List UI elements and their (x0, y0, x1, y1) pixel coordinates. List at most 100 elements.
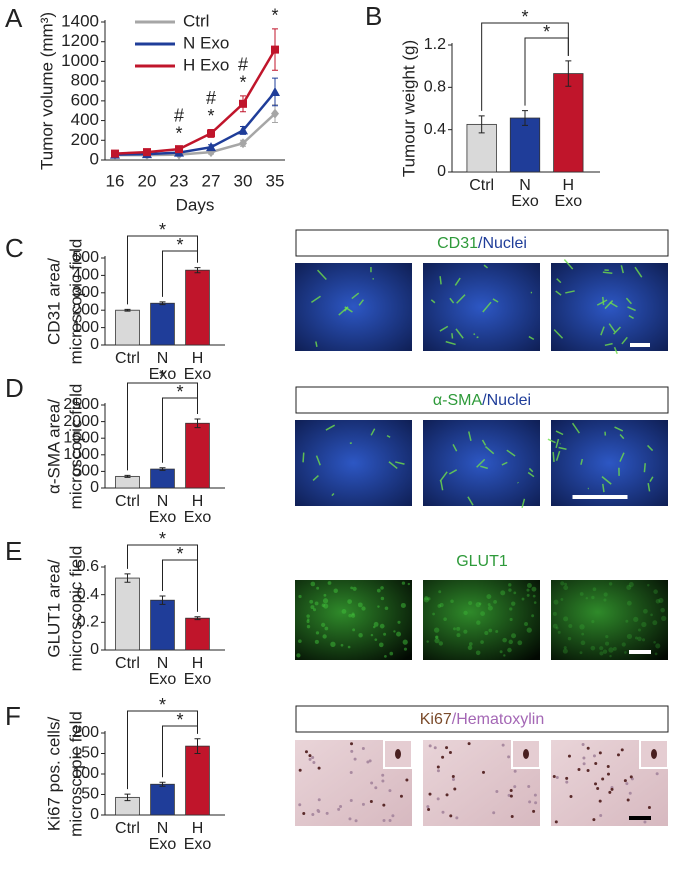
cell (620, 748, 624, 752)
signal (389, 651, 394, 656)
signal (347, 599, 352, 604)
x-tick-label: 23 (170, 171, 189, 190)
vessel (476, 336, 479, 339)
cell (317, 766, 321, 770)
vessel (468, 431, 472, 442)
significance-label: * (176, 710, 183, 730)
vessel (647, 482, 651, 492)
cell (509, 788, 513, 792)
cell (381, 779, 385, 783)
y-tick-label: 1.2 (424, 36, 446, 53)
micrograph-title-part: /Hematoxylin (452, 711, 544, 728)
signal (653, 589, 658, 594)
signal (443, 617, 447, 621)
vessel (552, 451, 555, 463)
x-tick-label: 20 (138, 171, 157, 190)
signal (508, 583, 512, 587)
bar (509, 117, 541, 173)
y-tick-label: 150 (72, 745, 99, 762)
cell (567, 754, 571, 758)
signal (306, 614, 310, 618)
signal (403, 647, 408, 651)
vessel (619, 452, 625, 462)
signal (564, 582, 568, 586)
vessel (628, 314, 634, 320)
micrograph (423, 580, 540, 660)
y-axis-label: Tumour weight (g) (399, 40, 418, 177)
cell (586, 746, 590, 750)
y-tick-label: 500 (72, 249, 99, 266)
vessel (580, 458, 584, 465)
x-tick-label: 27 (202, 171, 221, 190)
marker (239, 99, 247, 108)
y-axis-label: microscopic field (66, 546, 85, 672)
vessel (456, 294, 466, 304)
cell (625, 782, 629, 786)
cell (426, 805, 430, 809)
cell (626, 798, 630, 802)
signal (480, 640, 484, 644)
signal (511, 601, 516, 606)
significance-bracket (162, 397, 198, 463)
cell (349, 798, 353, 802)
signal (508, 588, 512, 592)
vessel (481, 439, 487, 446)
cell (370, 781, 374, 785)
signal (310, 605, 315, 610)
cell (492, 811, 496, 815)
vessel (555, 438, 560, 448)
micrograph (551, 263, 668, 351)
signal (476, 620, 481, 625)
signal (315, 631, 320, 635)
signal (435, 635, 439, 639)
y-tick-label: 0 (90, 149, 99, 168)
vessel (602, 483, 605, 493)
cell (308, 754, 312, 758)
cell (433, 746, 437, 750)
x-axis-label: Days (176, 195, 215, 214)
cell (610, 787, 614, 791)
cell (349, 771, 353, 775)
signal (372, 625, 376, 629)
micrograph-title: Ki67/Hematoxylin (420, 711, 545, 728)
signal (508, 639, 513, 645)
signal (296, 653, 301, 658)
nucleus (395, 749, 401, 759)
signal (591, 595, 595, 600)
vessel (388, 461, 398, 470)
marker (238, 125, 248, 135)
signal (604, 641, 610, 646)
nucleus (523, 749, 529, 759)
vessel (619, 433, 625, 440)
signal (298, 594, 302, 599)
cell (445, 793, 449, 797)
vessel (553, 329, 564, 339)
signal (383, 632, 387, 636)
signal (423, 597, 429, 603)
cell (565, 776, 569, 780)
bar (185, 617, 210, 651)
vessel (439, 471, 448, 482)
cell (455, 816, 459, 820)
signal (380, 586, 384, 590)
vessel (476, 458, 486, 468)
signal (654, 652, 658, 656)
error-bar (124, 573, 131, 583)
x-tick-label: Ctrl (115, 350, 140, 367)
vessel (558, 446, 567, 450)
vessel (604, 342, 613, 347)
cell (428, 792, 432, 796)
vessel (467, 496, 474, 506)
significance-label: * (176, 544, 183, 564)
annotation: * (175, 123, 182, 143)
signal (579, 624, 585, 630)
significance-label: * (159, 220, 166, 240)
signal (509, 617, 513, 622)
y-tick-label: 0 (437, 163, 446, 180)
signal (524, 622, 529, 626)
cell (643, 820, 647, 824)
cell (495, 790, 499, 794)
vessel (370, 428, 376, 436)
cell (312, 760, 316, 764)
signal (624, 651, 627, 654)
